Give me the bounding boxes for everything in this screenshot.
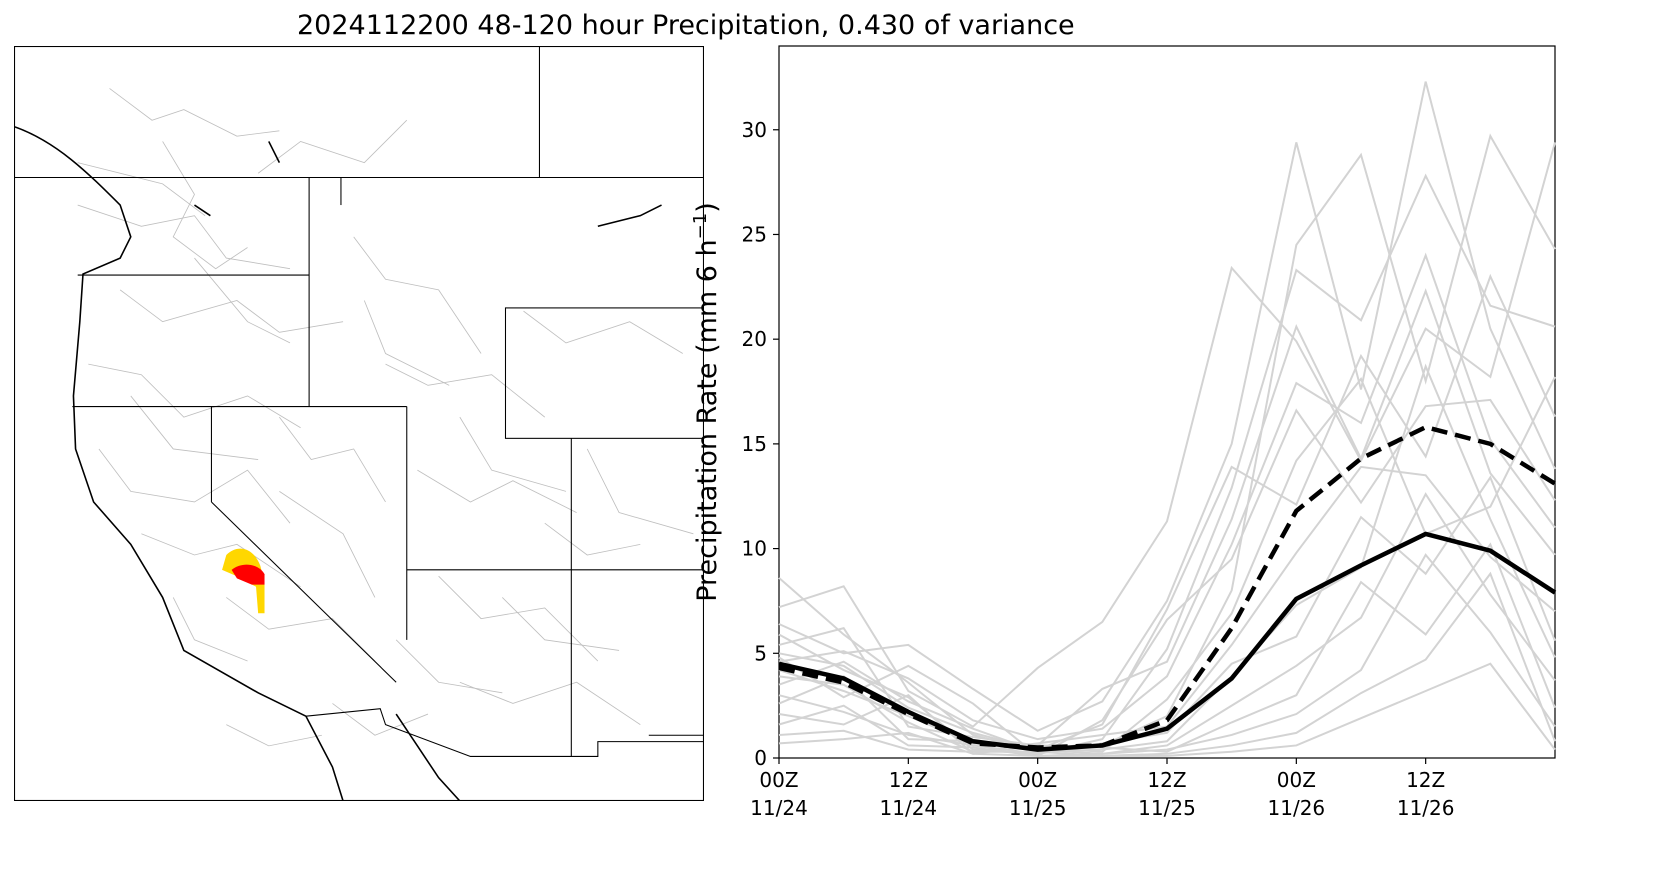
member-line-11 <box>778 542 1556 755</box>
x-tick-label-date: 11/24 <box>880 796 938 820</box>
x-tick-label-time: 00Z <box>759 768 798 792</box>
y-tick-label: 5 <box>754 641 767 665</box>
x-tick-label-time: 12Z <box>1406 768 1445 792</box>
member-line-6 <box>778 376 1556 753</box>
member-line-8 <box>778 363 1556 753</box>
y-tick-label: 30 <box>742 118 767 142</box>
x-tick-label-date: 11/26 <box>1268 796 1326 820</box>
member-line-16 <box>778 273 1556 751</box>
x-tick-label-date: 11/26 <box>1397 796 1455 820</box>
coastline <box>14 125 662 801</box>
y-axis-ticks: 0 5 10 15 20 25 30 <box>742 118 779 770</box>
member-line-4 <box>778 288 1556 747</box>
member-line-15 <box>778 252 1556 741</box>
x-tick-label-time: 00Z <box>1277 768 1316 792</box>
precip-highlight <box>222 548 265 614</box>
member-line-10 <box>778 492 1556 755</box>
plot-frame <box>778 45 1556 759</box>
x-tick-label-time: 12Z <box>889 768 928 792</box>
map-panel <box>14 46 704 801</box>
y-tick-label: 20 <box>742 327 767 351</box>
main-series <box>778 424 1557 752</box>
y-tick-label: 0 <box>754 746 767 770</box>
red-region <box>231 564 265 585</box>
y-axis-label: Precipitation Rate (mm 6 h−1) <box>690 202 724 602</box>
x-tick-label-date: 11/24 <box>750 796 808 820</box>
state-boundaries <box>14 46 704 801</box>
member-line-12 <box>778 553 1556 757</box>
y-tick-label: 10 <box>742 537 767 561</box>
x-axis-ticks: 00Z 11/24 12Z 11/24 00Z 11/25 12Z 11/25 00Z 11/26… <box>750 758 1454 820</box>
y-tick-label: 15 <box>742 432 767 456</box>
x-tick-label-date: 11/25 <box>1138 796 1196 820</box>
x-tick-label-time: 00Z <box>1018 768 1057 792</box>
member-line-14 <box>778 662 1556 757</box>
dashed-series-line <box>778 424 1557 750</box>
member-line-9 <box>778 475 1556 755</box>
ensemble-members <box>778 81 1556 758</box>
basin-boundaries <box>77 88 694 747</box>
y-tick-label: 25 <box>742 222 767 246</box>
member-line-0 <box>778 133 1556 753</box>
member-line-13 <box>778 571 1556 757</box>
yellow-region <box>222 548 265 614</box>
x-tick-label-time: 12Z <box>1147 768 1186 792</box>
x-tick-label-date: 11/25 <box>1009 796 1067 820</box>
member-line-2 <box>778 81 1556 732</box>
member-line-3 <box>778 173 1556 755</box>
member-line-5 <box>778 398 1556 758</box>
solid-series-line <box>778 531 1557 752</box>
member-line-1 <box>778 142 1556 728</box>
